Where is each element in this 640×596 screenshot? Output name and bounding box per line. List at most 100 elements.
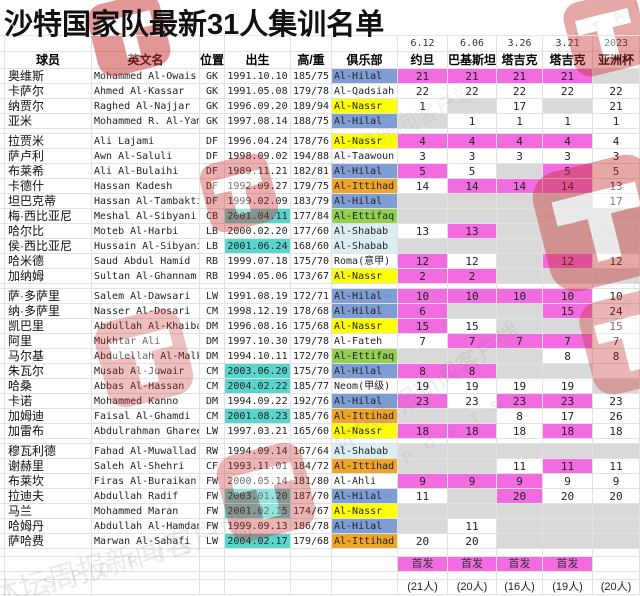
match-cell[interactable] [448, 459, 497, 474]
player-name-cn[interactable]: 马兰 [5, 504, 92, 519]
club-cell[interactable]: Al-Hilal [332, 69, 398, 84]
position-cell[interactable]: DF [200, 194, 225, 209]
player-name-en[interactable]: Meshal Al-Sibyani [92, 209, 200, 224]
height-weight-cell[interactable]: 185/76 [291, 409, 332, 424]
player-name-cn[interactable]: 哈姆丹 [5, 519, 92, 534]
club-cell[interactable]: Al-Ahli [332, 474, 398, 489]
player-name-en[interactable]: Ahmed Al-Kassar [92, 84, 200, 99]
column-header[interactable]: 位置 [200, 52, 225, 69]
club-cell[interactable]: Al-Nassr [332, 504, 398, 519]
position-cell[interactable]: DM [200, 349, 225, 364]
height-weight-cell[interactable]: 184/72 [291, 459, 332, 474]
match-cell[interactable] [497, 304, 543, 319]
match-cell[interactable] [497, 504, 543, 519]
match-cell[interactable]: 21 [448, 69, 497, 84]
match-cell[interactable]: 3 [543, 149, 593, 164]
position-cell[interactable]: DF [200, 164, 225, 179]
match-cell[interactable]: 5 [593, 164, 640, 179]
player-name-en[interactable]: Mohammed Kanno [92, 394, 200, 409]
match-cell[interactable]: 22 [593, 84, 640, 99]
match-cell[interactable]: 23 [448, 394, 497, 409]
birth-date-cell[interactable]: 2000.02.20 [225, 224, 291, 239]
match-cell[interactable]: 7 [497, 334, 543, 349]
match-cell[interactable] [593, 364, 640, 379]
match-cell[interactable]: 9 [497, 474, 543, 489]
height-weight-cell[interactable]: 175/68 [291, 319, 332, 334]
height-weight-cell[interactable]: 181/80 [291, 474, 332, 489]
club-cell[interactable]: Al-Ettifaq [332, 349, 398, 364]
match-cell[interactable]: 19 [398, 379, 448, 394]
birth-date-cell[interactable]: 1994.05.06 [225, 269, 291, 284]
match-cell[interactable]: 23 [593, 394, 640, 409]
position-cell[interactable]: LB [200, 239, 225, 254]
match-cell[interactable] [593, 534, 640, 549]
player-name-en[interactable]: Firas Al-Buraikan [92, 474, 200, 489]
player-name-cn[interactable]: 加姆迪 [5, 409, 92, 424]
height-weight-cell[interactable]: 177/60 [291, 224, 332, 239]
match-cell[interactable]: 12 [448, 254, 497, 269]
player-name-cn[interactable]: 加纳姆 [5, 269, 92, 284]
position-cell[interactable]: GK [200, 84, 225, 99]
club-cell[interactable]: Al-Nassr [332, 424, 398, 439]
match-cell[interactable]: 4 [497, 134, 543, 149]
player-name-en[interactable]: Mohammed Maran [92, 504, 200, 519]
match-cell[interactable]: 2 [448, 269, 497, 284]
match-cell[interactable]: 2 [398, 269, 448, 284]
club-cell[interactable]: Al-Hilal [332, 114, 398, 129]
height-weight-cell[interactable]: 179/78 [291, 334, 332, 349]
match-cell[interactable]: 19 [448, 379, 497, 394]
club-cell[interactable]: Al-Shabab [332, 224, 398, 239]
match-cell[interactable]: 23 [398, 394, 448, 409]
position-cell[interactable]: FW [200, 519, 225, 534]
match-date-header[interactable]: 2023 [593, 36, 640, 52]
match-cell[interactable]: 15 [543, 304, 593, 319]
match-cell[interactable] [543, 224, 593, 239]
birth-date-cell[interactable]: 1996.08.16 [225, 319, 291, 334]
height-weight-cell[interactable]: 174/67 [291, 504, 332, 519]
position-cell[interactable]: DF [200, 134, 225, 149]
position-cell[interactable]: LW [200, 534, 225, 549]
match-cell[interactable]: 18 [398, 424, 448, 439]
match-cell[interactable]: 8 [448, 364, 497, 379]
match-cell[interactable] [448, 304, 497, 319]
height-weight-cell[interactable]: 188/75 [291, 114, 332, 129]
match-cell[interactable]: 13 [398, 224, 448, 239]
club-cell[interactable]: Neom(甲级) [332, 379, 398, 394]
position-cell[interactable]: FW [200, 474, 225, 489]
player-name-cn[interactable]: 萨哈费 [5, 534, 92, 549]
birth-date-cell[interactable]: 1996.09.20 [225, 99, 291, 114]
birth-date-cell[interactable]: 1991.05.08 [225, 84, 291, 99]
height-weight-cell[interactable]: 172/71 [291, 289, 332, 304]
club-cell[interactable]: Al-Nassr [332, 99, 398, 114]
match-cell[interactable]: 22 [398, 84, 448, 99]
match-cell[interactable]: 18 [543, 424, 593, 439]
match-cell[interactable]: 1 [398, 99, 448, 114]
birth-date-cell[interactable]: 1997.08.14 [225, 114, 291, 129]
match-cell[interactable] [543, 239, 593, 254]
player-name-cn[interactable]: 奥维斯 [5, 69, 92, 84]
match-cell[interactable] [543, 194, 593, 209]
totals-cell[interactable]: (20人) [448, 580, 497, 595]
birth-date-cell[interactable]: 1999.07.18 [225, 254, 291, 269]
match-cell[interactable]: 20 [448, 534, 497, 549]
height-weight-cell[interactable]: 173/67 [291, 269, 332, 284]
match-cell[interactable] [593, 519, 640, 534]
match-cell[interactable] [497, 164, 543, 179]
height-weight-cell[interactable]: 172/70 [291, 349, 332, 364]
match-cell[interactable]: 3 [593, 149, 640, 164]
player-name-cn[interactable]: 亚米 [5, 114, 92, 129]
match-cell[interactable]: 20 [398, 534, 448, 549]
match-cell[interactable] [398, 504, 448, 519]
birth-date-cell[interactable]: 1994.10.11 [225, 349, 291, 364]
club-cell[interactable]: Al-Hilal [332, 394, 398, 409]
club-cell[interactable]: Al-Hilal [332, 304, 398, 319]
position-cell[interactable]: GK [200, 69, 225, 84]
match-cell[interactable]: 21 [497, 69, 543, 84]
match-cell[interactable]: 11 [398, 489, 448, 504]
match-cell[interactable]: 7 [543, 334, 593, 349]
birth-date-cell[interactable]: 1998.12.19 [225, 304, 291, 319]
match-date-header[interactable]: 3.26 [497, 36, 543, 52]
match-cell[interactable] [543, 534, 593, 549]
player-name-cn[interactable]: 加雷布 [5, 424, 92, 439]
match-cell[interactable]: 4 [398, 134, 448, 149]
